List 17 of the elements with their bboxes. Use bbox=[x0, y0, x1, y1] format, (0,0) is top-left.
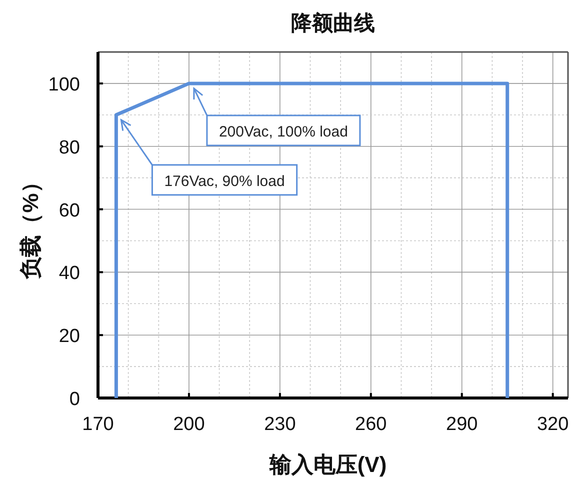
x-axis-title: 输入电压(V) bbox=[268, 452, 387, 477]
x-tick-label: 170 bbox=[82, 414, 114, 435]
x-tick-label: 260 bbox=[355, 414, 387, 435]
y-tick-label: 20 bbox=[58, 326, 80, 348]
y-tick-label: 0 bbox=[69, 389, 80, 410]
x-tick-label: 320 bbox=[536, 414, 569, 435]
annotation: 176Vac, 90% load bbox=[164, 172, 285, 190]
y-tick-label: 40 bbox=[58, 263, 80, 284]
y-tick-label: 80 bbox=[58, 137, 80, 158]
x-tick-label: 230 bbox=[264, 414, 296, 435]
chart-title: 降额曲线 bbox=[291, 11, 375, 35]
y-axis-title: 负载（%） bbox=[18, 171, 43, 280]
x-tick-label: 290 bbox=[446, 414, 478, 435]
y-tick-label: 60 bbox=[58, 200, 80, 222]
y-tick-label: 100 bbox=[48, 74, 80, 96]
annotation: 200Vac, 100% load bbox=[218, 123, 348, 140]
x-tick-label: 200 bbox=[173, 414, 205, 435]
